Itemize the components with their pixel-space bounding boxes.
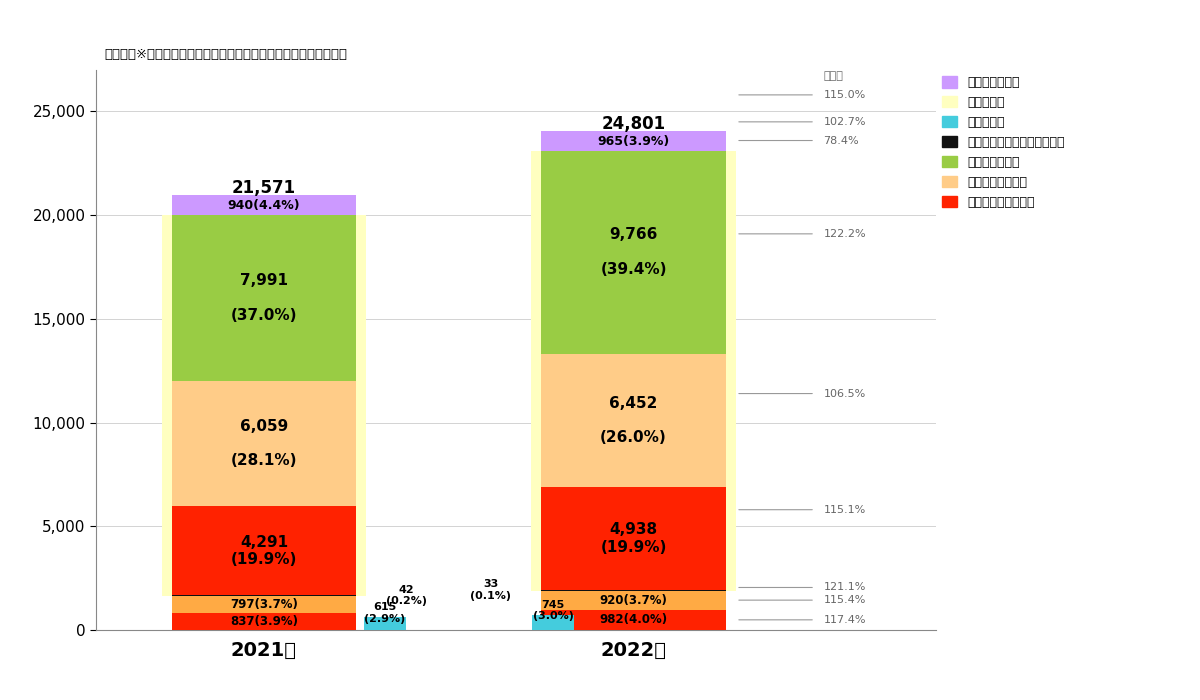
Text: 965(3.9%): 965(3.9%) [598, 134, 670, 148]
Bar [162, 215, 366, 596]
Text: 24,801: 24,801 [601, 115, 666, 133]
Text: 33
(0.1%): 33 (0.1%) [470, 580, 511, 601]
Bar [541, 131, 726, 151]
Text: 982(4.0%): 982(4.0%) [600, 613, 667, 626]
Text: 940(4.4%): 940(4.4%) [228, 199, 300, 211]
Text: 前年比: 前年比 [823, 71, 844, 81]
Bar [172, 595, 356, 596]
Text: 920(3.7%): 920(3.7%) [600, 594, 667, 607]
Bar [172, 612, 356, 630]
Text: 797(3.7%): 797(3.7%) [230, 598, 298, 611]
Text: 115.0%: 115.0% [823, 90, 865, 100]
Bar [541, 487, 726, 590]
Text: 615
(2.9%): 615 (2.9%) [365, 602, 406, 624]
Bar [532, 615, 574, 630]
Bar [364, 617, 406, 630]
Bar [541, 610, 726, 630]
Text: 78.4%: 78.4% [823, 136, 859, 146]
Bar [541, 354, 726, 487]
Bar [541, 151, 726, 354]
Text: 102.7%: 102.7% [823, 117, 866, 127]
Bar [541, 591, 726, 610]
Text: 9,766

(39.4%): 9,766 (39.4%) [600, 228, 667, 277]
Text: （億円）※（　）内は、インターネット広告媒体費に占める構成比: （億円）※（ ）内は、インターネット広告媒体費に占める構成比 [104, 48, 348, 61]
Bar [532, 151, 736, 591]
Bar [172, 506, 356, 595]
Bar [172, 215, 356, 381]
Text: 4,938
(19.9%): 4,938 (19.9%) [600, 522, 667, 555]
Legend: 成果報酬型広告, 運用型広告, 予約型広告, その他のインターネット広告, 検索連動型広告, ディスプレイ広告, ビデオ（動画）広告: 成果報酬型広告, 運用型広告, 予約型広告, その他のインターネット広告, 検索… [942, 76, 1064, 209]
Text: 6,059

(28.1%): 6,059 (28.1%) [230, 419, 298, 468]
Text: 7,991

(37.0%): 7,991 (37.0%) [230, 273, 298, 323]
Text: 837(3.9%): 837(3.9%) [230, 615, 298, 628]
Text: 121.1%: 121.1% [823, 582, 866, 592]
Text: 21,571: 21,571 [232, 179, 296, 197]
Text: 106.5%: 106.5% [823, 389, 865, 398]
Text: 6,452

(26.0%): 6,452 (26.0%) [600, 395, 667, 445]
Text: 115.4%: 115.4% [823, 595, 866, 605]
Text: 4,291
(19.9%): 4,291 (19.9%) [230, 535, 298, 567]
Text: 117.4%: 117.4% [823, 615, 866, 625]
Text: 745
(3.0%): 745 (3.0%) [533, 600, 574, 621]
Text: 115.1%: 115.1% [823, 505, 865, 514]
Bar [172, 596, 356, 612]
Bar [172, 381, 356, 506]
Bar [172, 195, 356, 215]
Text: 122.2%: 122.2% [823, 229, 866, 239]
Text: 42
(0.2%): 42 (0.2%) [386, 585, 427, 606]
